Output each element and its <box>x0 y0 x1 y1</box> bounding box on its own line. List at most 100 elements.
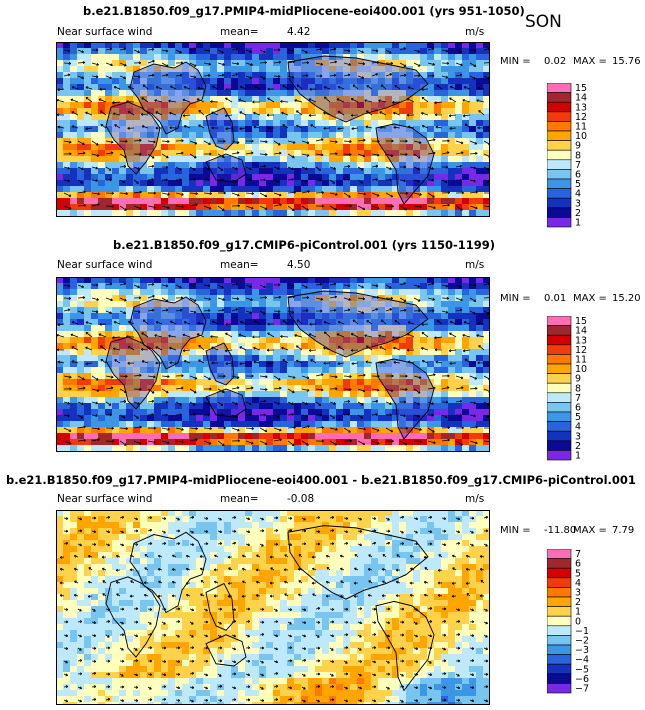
colorbar-label-8: 8 <box>575 383 581 394</box>
colorbar-label-11: 5 <box>575 412 581 423</box>
colorbar-box-10 <box>547 169 572 180</box>
panel-1-min-value: 0.02 <box>544 56 567 67</box>
colorbar-box-4 <box>547 344 572 355</box>
colorbar-label-1: 15 <box>575 316 587 327</box>
colorbar-label-1: 7 <box>575 549 581 560</box>
colorbar-box-13 <box>547 430 572 442</box>
colorbar-box-15 <box>547 217 572 228</box>
colorbar-box-14 <box>547 440 572 451</box>
panel-3-variable-label: Near surface wind <box>57 493 153 505</box>
panel-1-title: b.e21.B1850.f09_g17.PMIP4-midPliocene-eo… <box>83 4 525 18</box>
colorbar-label-5: 3 <box>575 588 581 599</box>
colorbar-label-3: 13 <box>575 335 587 346</box>
colorbar-box-11 <box>547 178 572 189</box>
colorbar-box-6 <box>547 596 572 607</box>
colorbar-label-14: −6 <box>575 674 589 685</box>
panel-3-mean-label: mean= <box>220 493 259 505</box>
panel-1-min-label: MIN = <box>500 56 531 67</box>
panel-2-mean-value: 4.50 <box>287 259 311 271</box>
panel-1-max-value: 15.76 <box>612 56 641 67</box>
colorbar-label-9: 7 <box>575 160 581 171</box>
colorbar-label-6: 10 <box>575 364 587 375</box>
panel-1-max-label: MAX = <box>573 56 607 67</box>
colorbar-box-8 <box>547 149 572 161</box>
panel-2-units: m/s <box>465 259 485 271</box>
colorbar-label-7: 9 <box>575 374 581 385</box>
colorbar-box-11 <box>547 411 572 422</box>
colorbar-label-10: 6 <box>575 403 581 414</box>
panel-1-units: m/s <box>465 26 485 38</box>
colorbar-label-10: −2 <box>575 636 589 647</box>
colorbar-box-5 <box>547 354 572 365</box>
colorbar-box-1 <box>547 83 572 93</box>
colorbar-label-4: 4 <box>575 578 581 589</box>
colorbar-label-11: 5 <box>575 179 581 190</box>
panel-3-map <box>56 510 490 705</box>
panel-3-max-value: 7.79 <box>612 525 635 536</box>
colorbar-box-2 <box>547 92 572 103</box>
colorbar-label-4: 12 <box>575 345 587 356</box>
colorbar-box-6 <box>547 363 572 374</box>
colorbar-label-3: 13 <box>575 102 587 113</box>
colorbar-label-5: 11 <box>575 122 587 133</box>
colorbar-label-12: 4 <box>575 422 581 433</box>
colorbar-label-7: 1 <box>575 607 581 618</box>
colorbar-label-2: 14 <box>575 93 587 104</box>
colorbar-label-3: 5 <box>575 568 581 579</box>
colorbar-label-7: 9 <box>575 141 581 152</box>
colorbar-label-15: 1 <box>575 451 581 462</box>
panel-2-variable-label: Near surface wind <box>57 259 153 271</box>
colorbar-label-12: −4 <box>575 655 589 666</box>
colorbar-box-14 <box>547 673 572 684</box>
panel-2-max-label: MAX = <box>573 293 607 304</box>
colorbar-label-5: 11 <box>575 355 587 366</box>
colorbar-box-3 <box>547 334 572 346</box>
colorbar-label-4: 12 <box>575 112 587 123</box>
panel-3-min-label: MIN = <box>500 525 531 536</box>
colorbar-box-2 <box>547 558 572 569</box>
colorbar-box-6 <box>547 130 572 141</box>
colorbar-box-7 <box>547 606 572 617</box>
colorbar-label-6: 10 <box>575 131 587 142</box>
colorbar-box-5 <box>547 587 572 598</box>
colorbar-label-2: 14 <box>575 326 587 337</box>
panel-2-title: b.e21.B1850.f09_g17.CMIP6-piControl.001 … <box>113 238 496 252</box>
panel-1-mean-label: mean= <box>220 26 259 38</box>
colorbar-box-13 <box>547 197 572 209</box>
colorbar-box-3 <box>547 101 572 113</box>
colorbar-box-2 <box>547 325 572 336</box>
colorbar-box-8 <box>547 382 572 394</box>
colorbar-box-13 <box>547 663 572 675</box>
panel-3-max-label: MAX = <box>573 525 607 536</box>
colorbar-box-3 <box>547 567 572 579</box>
colorbar-box-9 <box>547 159 572 170</box>
panel-3-units: m/s <box>465 493 485 505</box>
colorbar-box-9 <box>547 392 572 403</box>
colorbar-box-9 <box>547 625 572 636</box>
colorbar-box-10 <box>547 635 572 646</box>
colorbar-box-8 <box>547 615 572 627</box>
colorbar-label-13: −5 <box>575 664 589 675</box>
panel-2-mean-label: mean= <box>220 259 259 271</box>
colorbar-label-14: 2 <box>575 208 581 219</box>
panel-3-min-value: -11.80 <box>544 525 577 536</box>
colorbar-label-12: 4 <box>575 189 581 200</box>
colorbar-label-9: 7 <box>575 393 581 404</box>
colorbar-box-7 <box>547 140 572 151</box>
colorbar-label-13: 3 <box>575 431 581 442</box>
panel-2-min-value: 0.01 <box>544 293 567 304</box>
colorbar-box-15 <box>547 683 572 694</box>
colorbar-label-14: 2 <box>575 441 581 452</box>
colorbar-label-8: 8 <box>575 150 581 161</box>
season-label: SON <box>525 12 562 32</box>
colorbar-label-10: 6 <box>575 170 581 181</box>
colorbar-label-11: −3 <box>575 645 589 656</box>
colorbar-box-15 <box>547 450 572 461</box>
colorbar-label-15: −7 <box>575 684 589 695</box>
panel-2-min-label: MIN = <box>500 293 531 304</box>
colorbar-label-9: −1 <box>575 626 589 637</box>
panel-1-mean-value: 4.42 <box>287 26 311 38</box>
colorbar-box-4 <box>547 577 572 588</box>
